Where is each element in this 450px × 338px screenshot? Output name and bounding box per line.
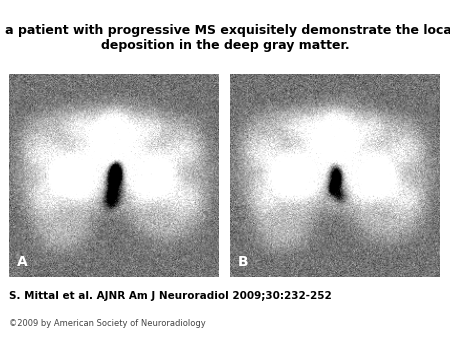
Text: B: B xyxy=(238,255,248,269)
Text: AJNR: AJNR xyxy=(306,287,396,318)
Text: ©2009 by American Society of Neuroradiology: ©2009 by American Society of Neuroradiol… xyxy=(9,319,206,328)
Text: AMERICAN JOURNAL OF NEURORADIOLOGY: AMERICAN JOURNAL OF NEURORADIOLOGY xyxy=(277,320,425,326)
Text: S. Mittal et al. AJNR Am J Neuroradiol 2009;30:232-252: S. Mittal et al. AJNR Am J Neuroradiol 2… xyxy=(9,291,332,301)
Text: A: A xyxy=(18,255,28,269)
Text: SWI data in a patient with progressive MS exquisitely demonstrate the location o: SWI data in a patient with progressive M… xyxy=(0,24,450,52)
